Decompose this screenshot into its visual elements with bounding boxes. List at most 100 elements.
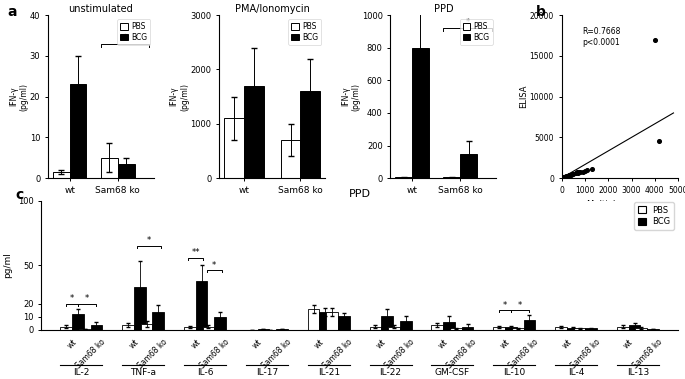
Bar xyxy=(134,287,146,330)
Bar xyxy=(629,325,640,330)
Text: wt: wt xyxy=(313,337,326,351)
Bar xyxy=(555,327,566,330)
Text: *: * xyxy=(70,294,74,303)
Text: *: * xyxy=(147,236,151,245)
Point xyxy=(559,174,570,180)
Bar xyxy=(505,327,516,330)
Text: IL-13: IL-13 xyxy=(627,368,649,377)
Text: wt: wt xyxy=(436,337,449,351)
X-axis label: Multiplex assay: Multiplex assay xyxy=(587,200,652,209)
Text: wt: wt xyxy=(560,337,573,351)
Text: IL-4: IL-4 xyxy=(568,368,584,377)
Y-axis label: IFN-γ
(pg/ml): IFN-γ (pg/ml) xyxy=(170,83,189,111)
Bar xyxy=(369,326,382,330)
Point xyxy=(561,173,572,179)
Point xyxy=(654,138,665,144)
Point xyxy=(586,166,597,172)
Bar xyxy=(512,329,523,330)
Point xyxy=(565,172,576,178)
Bar xyxy=(196,281,208,330)
Bar xyxy=(122,325,134,330)
Point xyxy=(558,174,569,180)
Text: *: * xyxy=(123,33,127,42)
Text: Sam68 ko: Sam68 ko xyxy=(74,337,107,371)
Point xyxy=(575,169,586,175)
Text: IL-22: IL-22 xyxy=(379,368,401,377)
Text: c: c xyxy=(16,188,24,202)
Text: Sam68 ko: Sam68 ko xyxy=(136,337,169,371)
Bar xyxy=(617,326,629,330)
Point xyxy=(560,174,571,180)
Text: TNF-a: TNF-a xyxy=(130,368,156,377)
Text: Sam68 ko: Sam68 ko xyxy=(198,337,231,371)
Bar xyxy=(281,140,301,178)
Bar xyxy=(79,329,90,330)
Bar xyxy=(326,312,338,330)
Bar xyxy=(90,324,102,330)
Text: IL-17: IL-17 xyxy=(256,368,278,377)
Bar xyxy=(338,316,350,330)
Point xyxy=(582,167,593,173)
Text: *: * xyxy=(518,301,522,310)
Text: IL-6: IL-6 xyxy=(197,368,213,377)
Bar xyxy=(140,324,153,330)
Title: unstimulated: unstimulated xyxy=(68,5,134,14)
Text: Sam68 ko: Sam68 ko xyxy=(569,337,602,371)
Point xyxy=(573,170,584,176)
Y-axis label: IFN-γ
(pg/ml): IFN-γ (pg/ml) xyxy=(9,83,28,111)
Bar xyxy=(118,164,135,178)
Point xyxy=(649,37,660,43)
Text: wt: wt xyxy=(375,337,388,351)
Point xyxy=(573,169,584,175)
Text: b: b xyxy=(536,5,546,19)
Bar xyxy=(276,329,288,330)
Legend: PBS, BCG: PBS, BCG xyxy=(117,19,150,45)
Text: Sam68 ko: Sam68 ko xyxy=(321,337,355,371)
Bar xyxy=(432,325,443,330)
Point xyxy=(570,170,581,176)
Text: wt: wt xyxy=(622,337,635,351)
Text: wt: wt xyxy=(499,337,512,351)
Bar xyxy=(203,326,214,330)
Point xyxy=(571,169,582,175)
Bar xyxy=(493,327,505,330)
Legend: PBS, BCG: PBS, BCG xyxy=(288,19,321,45)
Bar xyxy=(647,329,659,330)
Y-axis label: ELISA: ELISA xyxy=(519,85,528,108)
Bar xyxy=(462,326,473,330)
Text: wt: wt xyxy=(251,337,264,351)
Bar xyxy=(382,316,393,330)
Bar xyxy=(400,321,412,330)
Text: Sam68 ko: Sam68 ko xyxy=(507,337,540,371)
Text: *: * xyxy=(85,294,89,303)
Text: Sam68 ko: Sam68 ko xyxy=(384,337,416,371)
Bar xyxy=(184,327,196,330)
Point xyxy=(568,171,579,177)
Text: a: a xyxy=(8,5,17,19)
Bar xyxy=(443,177,460,178)
Point xyxy=(566,171,577,177)
Bar xyxy=(258,329,269,330)
Bar xyxy=(244,86,264,178)
Text: Sam68 ko: Sam68 ko xyxy=(631,337,664,371)
Point xyxy=(577,169,588,175)
Text: IL-2: IL-2 xyxy=(73,368,90,377)
Bar xyxy=(395,177,412,178)
Text: IL-21: IL-21 xyxy=(318,368,340,377)
Title: PPD: PPD xyxy=(349,189,371,199)
Title: PMA/Ionomycin: PMA/Ionomycin xyxy=(235,5,310,14)
Point xyxy=(563,172,574,178)
Bar xyxy=(566,328,579,330)
Bar xyxy=(450,329,462,330)
Text: Sam68 ko: Sam68 ko xyxy=(260,337,292,371)
Bar xyxy=(101,158,118,178)
Bar xyxy=(72,314,84,330)
Bar xyxy=(586,329,597,330)
Bar xyxy=(224,118,244,178)
Text: wt: wt xyxy=(127,337,140,351)
Bar xyxy=(443,322,455,330)
Y-axis label: pg/ml: pg/ml xyxy=(3,252,12,278)
Bar xyxy=(308,309,319,330)
Point xyxy=(564,172,575,178)
Bar xyxy=(301,91,321,178)
